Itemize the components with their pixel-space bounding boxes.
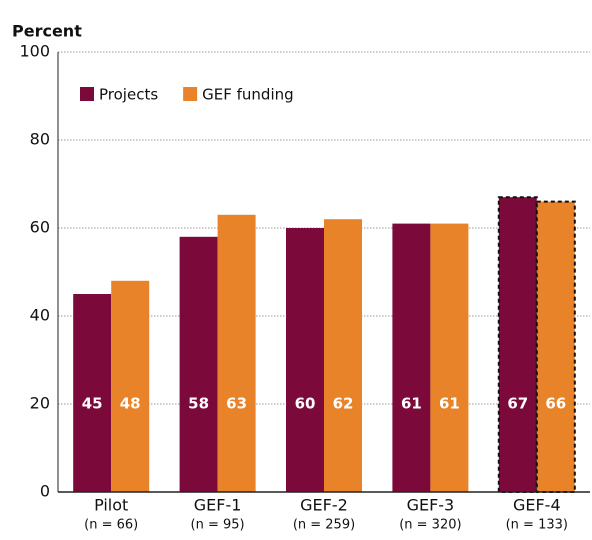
data-label: 61 [401,395,422,413]
y-tick-label: 100 [19,42,50,61]
x-tick-note: (n = 320) [399,518,461,533]
y-tick-label: 80 [30,130,50,149]
bar [392,223,431,492]
bar [217,214,256,493]
data-label: 48 [120,395,141,413]
bar [111,280,150,492]
x-tick-note: (n = 259) [293,518,355,533]
data-label: 62 [333,395,354,413]
x-tick-note: (n = 133) [506,518,568,533]
data-label: 58 [188,395,209,413]
y-tick-label: 60 [30,218,50,237]
legend-label: GEF funding [202,86,294,104]
legend-swatch [183,87,198,101]
y-axis-title: Percent [12,22,82,41]
y-tick-label: 20 [30,394,50,413]
legend-label: Projects [99,86,158,104]
x-tick-label: GEF-3 [407,496,455,515]
data-label: 45 [82,395,103,413]
bar [286,228,324,492]
bar [324,219,362,492]
data-label: 63 [226,395,247,413]
x-tick-label: GEF-1 [194,496,242,515]
y-tick-label: 40 [30,306,50,325]
bar [535,200,576,493]
data-label: 60 [295,395,316,413]
x-tick-note: (n = 95) [191,518,245,533]
y-tick-label: 0 [40,482,50,501]
bar [430,223,469,492]
x-tick-note: (n = 66) [84,518,138,533]
data-label: 66 [545,395,566,413]
data-label: 61 [439,395,460,413]
legend-swatch [80,87,94,101]
x-tick-label: Pilot [94,496,128,515]
bar [73,294,112,492]
data-label: 67 [507,395,528,413]
x-tick-label: GEF-2 [300,496,348,515]
bar [179,236,218,492]
x-tick-label: GEF-4 [513,496,561,515]
bar [497,196,538,493]
